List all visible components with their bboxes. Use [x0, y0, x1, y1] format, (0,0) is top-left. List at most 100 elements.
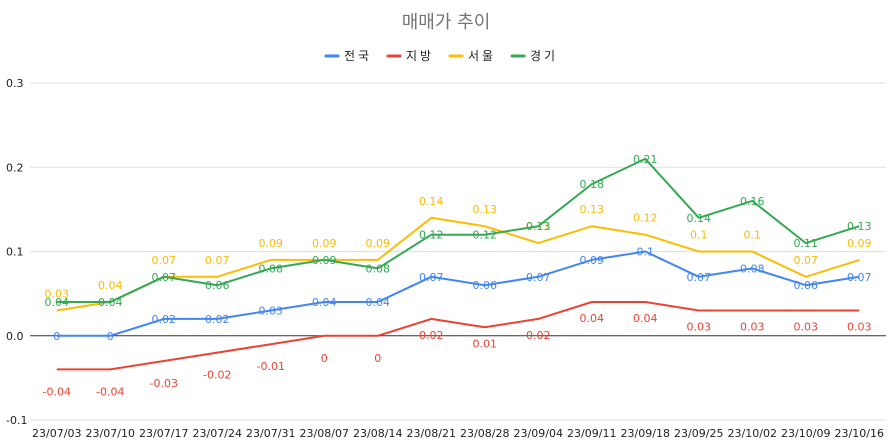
- x-tick-label: 23/08/21: [407, 427, 456, 440]
- data-label: 0.04: [98, 296, 123, 309]
- data-label: 0.07: [794, 254, 819, 267]
- data-label: -0.03: [150, 377, 178, 390]
- legend-item[interactable]: 전국: [324, 49, 372, 63]
- series-line: [56, 250, 860, 337]
- legend-label: 경기: [530, 49, 558, 63]
- chart-title: 매매가 추이: [402, 12, 491, 33]
- data-label: 0.12: [419, 229, 444, 242]
- legend-item[interactable]: 지방: [386, 49, 434, 63]
- legend-item[interactable]: 경기: [510, 49, 558, 63]
- y-tick-label: -0.1: [6, 414, 27, 427]
- data-label: 0.13: [847, 220, 872, 233]
- data-label: 0.08: [366, 262, 391, 275]
- data-label: 0.03: [740, 320, 765, 333]
- data-label: 0.09: [366, 237, 391, 250]
- data-label: -0.04: [96, 385, 124, 398]
- x-tick-label: 23/08/07: [300, 427, 349, 440]
- data-label: 0.07: [205, 254, 230, 267]
- legend: 전국 지방 서울 경기: [324, 49, 558, 63]
- data-label: -0.02: [203, 369, 231, 382]
- data-label: 0.11: [526, 220, 551, 233]
- data-label: 0.02: [526, 329, 551, 342]
- data-label: 0.08: [259, 262, 284, 275]
- data-label: 0.09: [312, 237, 337, 250]
- data-label: 0.07: [152, 254, 177, 267]
- x-tick-label: 23/10/02: [728, 427, 777, 440]
- data-label: 0.12: [633, 212, 658, 225]
- series-lines: [56, 157, 860, 371]
- data-label: 0.11: [794, 237, 819, 250]
- data-label: -0.01: [257, 360, 285, 373]
- data-label: 0: [374, 352, 381, 365]
- legend-label: 서울: [468, 49, 496, 63]
- data-label: -0.04: [43, 385, 71, 398]
- data-label: 0: [107, 330, 114, 343]
- y-axis-tick-labels: -0.1 0.0 0.1 0.2 0.3: [6, 77, 27, 427]
- y-tick-label: 0.2: [6, 161, 24, 174]
- x-tick-label: 23/10/16: [835, 427, 884, 440]
- x-tick-label: 23/08/14: [353, 427, 402, 440]
- x-tick-label: 23/07/10: [86, 427, 135, 440]
- data-label: 0.01: [473, 337, 498, 350]
- data-label: 0.1: [690, 229, 708, 242]
- data-label: 0.14: [687, 212, 712, 225]
- legend-item[interactable]: 서울: [448, 49, 496, 63]
- x-tick-label: 23/10/09: [781, 427, 830, 440]
- data-label: 0.02: [205, 313, 230, 326]
- x-tick-label: 23/09/11: [567, 427, 616, 440]
- data-label: 0.04: [580, 312, 605, 325]
- data-label: 0.12: [473, 229, 498, 242]
- data-label: 0.04: [45, 296, 70, 309]
- data-label: 0.07: [419, 271, 444, 284]
- data-label: 0.03: [794, 320, 819, 333]
- x-tick-label: 23/09/18: [621, 427, 670, 440]
- x-tick-label: 23/09/25: [674, 427, 723, 440]
- data-label: 0.02: [419, 329, 444, 342]
- data-label: 0.07: [687, 271, 712, 284]
- data-label: 0.13: [526, 220, 551, 233]
- data-label: 0.13: [473, 203, 498, 216]
- data-label: 0.09: [847, 237, 872, 250]
- data-label: 0.03: [847, 320, 872, 333]
- data-label: 0.04: [366, 296, 391, 309]
- x-tick-label: 23/07/03: [32, 427, 81, 440]
- data-label: 0.09: [580, 254, 605, 267]
- legend-label: 전국: [344, 49, 372, 63]
- data-label: 0: [321, 352, 328, 365]
- data-label: 0.06: [473, 279, 498, 292]
- data-label: 0.06: [205, 279, 230, 292]
- series-line: [56, 157, 860, 303]
- series-line: [56, 301, 860, 371]
- data-label: 0.06: [794, 279, 819, 292]
- data-label: 0.02: [152, 313, 177, 326]
- data-label: 0.1: [637, 246, 655, 259]
- y-tick-label: 0.0: [6, 330, 24, 343]
- data-label: 0.1: [744, 229, 762, 242]
- data-labels: 0 00.02 0.020.030.04 0.040.070.060.070.090.…: [43, 153, 872, 399]
- data-label: 0.13: [580, 203, 605, 216]
- data-label: 0: [53, 330, 60, 343]
- y-tick-label: 0.1: [6, 246, 24, 259]
- data-label: 0.07: [526, 271, 551, 284]
- data-label: 0.04: [633, 312, 658, 325]
- data-label: 0.03: [687, 320, 712, 333]
- x-tick-label: 23/07/24: [193, 427, 242, 440]
- data-label: 0.21: [633, 153, 658, 166]
- data-label: 0.07: [152, 271, 177, 284]
- data-label: 0.03: [45, 287, 70, 300]
- data-label: 0.07: [847, 271, 872, 284]
- data-label: 0.03: [259, 304, 284, 317]
- series-line: [56, 216, 860, 312]
- x-axis-tick-labels: 23/07/03 23/07/10 23/07/17 23/07/24 23/07/31…: [32, 427, 884, 440]
- x-tick-label: 23/08/28: [460, 427, 509, 440]
- data-label: 0.09: [312, 254, 337, 267]
- y-tick-label: 0.3: [6, 77, 24, 90]
- data-label: 0.18: [580, 178, 605, 191]
- x-tick-label: 23/07/17: [139, 427, 188, 440]
- legend-label: 지방: [406, 49, 434, 63]
- x-tick-label: 23/07/31: [246, 427, 295, 440]
- data-label: 0.16: [740, 195, 765, 208]
